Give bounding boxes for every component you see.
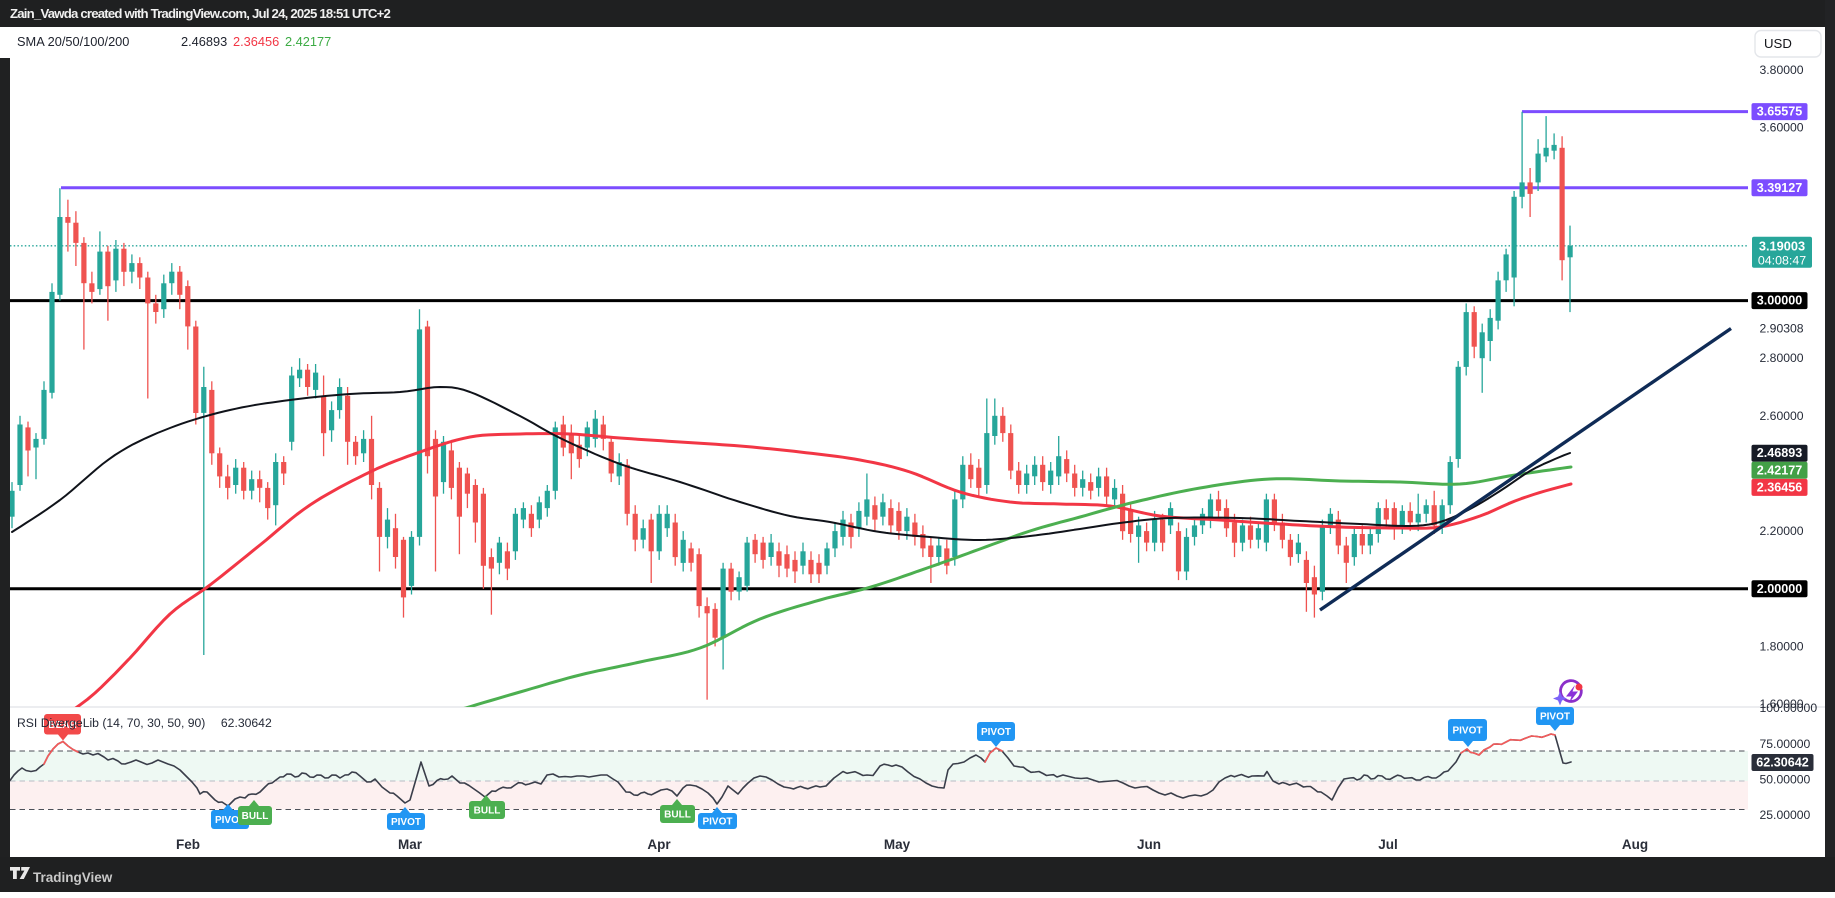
svg-text:04:08:47: 04:08:47: [1758, 253, 1806, 267]
svg-text:2.20000: 2.20000: [1760, 524, 1804, 538]
svg-text:2.00000: 2.00000: [1757, 582, 1803, 596]
svg-text:May: May: [884, 837, 911, 852]
svg-text:100.00000: 100.00000: [1760, 701, 1818, 715]
svg-text:Aug: Aug: [1622, 837, 1648, 852]
svg-text:2.36456: 2.36456: [233, 34, 279, 49]
svg-text:PIVOT: PIVOT: [1540, 712, 1570, 723]
svg-text:2.42177: 2.42177: [285, 34, 331, 49]
svg-text:2.46893: 2.46893: [181, 34, 227, 49]
svg-text:3.60000: 3.60000: [1760, 121, 1804, 135]
svg-text:1.60000: 1.60000: [1760, 697, 1804, 711]
svg-text:BULL: BULL: [474, 806, 501, 817]
svg-text:3.39127: 3.39127: [1757, 181, 1803, 195]
svg-text:3.80000: 3.80000: [1760, 63, 1804, 77]
svg-text:2.60000: 2.60000: [1760, 409, 1804, 423]
svg-text:1.80000: 1.80000: [1760, 639, 1804, 653]
svg-text:50.00000: 50.00000: [1760, 773, 1811, 787]
svg-text:2.90308: 2.90308: [1760, 322, 1804, 336]
svg-text:PIVOT: PIVOT: [981, 727, 1011, 738]
svg-text:3.65575: 3.65575: [1757, 105, 1803, 119]
svg-text:25.00000: 25.00000: [1760, 808, 1811, 822]
svg-text:PIVOT: PIVOT: [391, 817, 421, 828]
svg-text:BULL: BULL: [242, 811, 269, 822]
svg-text:RSI DivergeLib (14, 70, 30, 50: RSI DivergeLib (14, 70, 30, 50, 90) 62.3…: [17, 716, 272, 730]
svg-text:3.00000: 3.00000: [1757, 294, 1803, 308]
svg-text:Apr: Apr: [647, 837, 671, 852]
svg-text:BEAR: BEAR: [48, 720, 77, 731]
svg-text:SMA 20/50/100/200: SMA 20/50/100/200: [17, 34, 129, 49]
svg-text:Mar: Mar: [398, 837, 423, 852]
svg-text:75.00000: 75.00000: [1760, 737, 1811, 751]
svg-text:2.80000: 2.80000: [1760, 351, 1804, 365]
svg-text:2.46893: 2.46893: [1757, 446, 1803, 460]
svg-text:PIVOT: PIVOT: [1452, 726, 1482, 737]
svg-text:Feb: Feb: [176, 837, 200, 852]
svg-text:BULL: BULL: [664, 810, 691, 821]
svg-text:Jul: Jul: [1378, 837, 1398, 852]
svg-text:3.19003: 3.19003: [1759, 239, 1805, 254]
svg-text:USD: USD: [1764, 36, 1792, 51]
svg-text:62.30642: 62.30642: [1756, 756, 1809, 770]
svg-text:2.36456: 2.36456: [1757, 480, 1803, 494]
svg-text:2.42177: 2.42177: [1757, 463, 1803, 477]
svg-text:Jun: Jun: [1137, 837, 1161, 852]
svg-text:PIVOT: PIVOT: [215, 815, 245, 826]
svg-text:PIVOT: PIVOT: [702, 817, 732, 828]
